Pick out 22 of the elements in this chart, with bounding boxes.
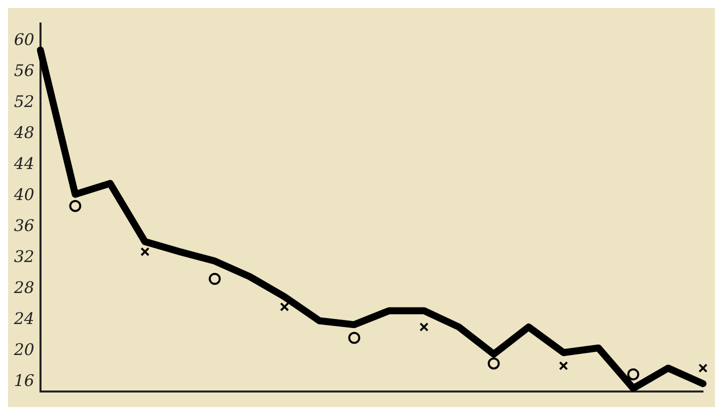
point [348,332,360,344]
y-tick-label: 44 [13,154,34,173]
y-tick-label: 48 [13,122,34,142]
y-tick-label: 56 [14,60,34,80]
y-tick-label: 52 [14,92,34,111]
point [488,357,500,370]
y-tick-label: 20 [13,340,34,360]
point [627,368,640,380]
point [140,247,150,256]
point [280,302,290,312]
y-tick-label: 40 [13,185,34,204]
y-tick-label: 24 [13,309,34,328]
y-tick-label: 16 [14,371,34,390]
point [69,200,82,212]
y-tick-label: 32 [14,247,34,266]
y-tick-label: 28 [13,278,34,298]
point [419,322,429,332]
y-tick-label: 36 [14,216,34,236]
y-tick-label: 60 [14,30,34,49]
point [208,272,221,285]
point [698,364,708,373]
point [558,361,568,370]
